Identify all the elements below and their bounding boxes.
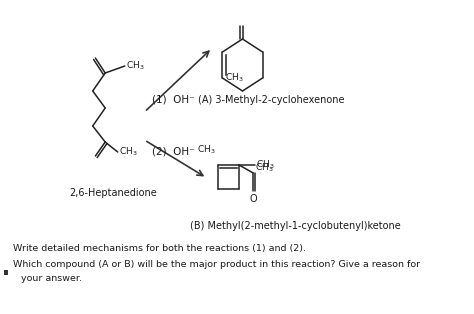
Text: (2)  OH⁻: (2) OH⁻	[152, 147, 194, 157]
Text: O: O	[249, 194, 257, 204]
Text: CH$_3$: CH$_3$	[118, 146, 137, 158]
Text: your answer.: your answer.	[21, 274, 82, 283]
Text: CH$_3$: CH$_3$	[255, 162, 273, 174]
Text: CH$_3$: CH$_3$	[126, 60, 145, 72]
Text: Which compound (A or B) will be the major product in this reaction? Give a reaso: Which compound (A or B) will be the majo…	[13, 260, 420, 269]
Text: Write detailed mechanisms for both the reactions (1) and (2).: Write detailed mechanisms for both the r…	[13, 244, 306, 253]
Text: (A) 3-Methyl-2-cyclohexenone: (A) 3-Methyl-2-cyclohexenone	[198, 95, 345, 105]
Text: CH$_3$: CH$_3$	[225, 72, 244, 84]
Text: CH$_3$: CH$_3$	[256, 159, 274, 171]
Text: 2,6-Heptanedione: 2,6-Heptanedione	[70, 188, 157, 198]
FancyBboxPatch shape	[4, 270, 8, 275]
Text: (1)  OH⁻: (1) OH⁻	[152, 95, 194, 105]
Text: (B) Methyl(2-methyl-1-cyclobutenyl)ketone: (B) Methyl(2-methyl-1-cyclobutenyl)keton…	[190, 221, 401, 231]
Text: CH$_3$: CH$_3$	[197, 143, 216, 156]
